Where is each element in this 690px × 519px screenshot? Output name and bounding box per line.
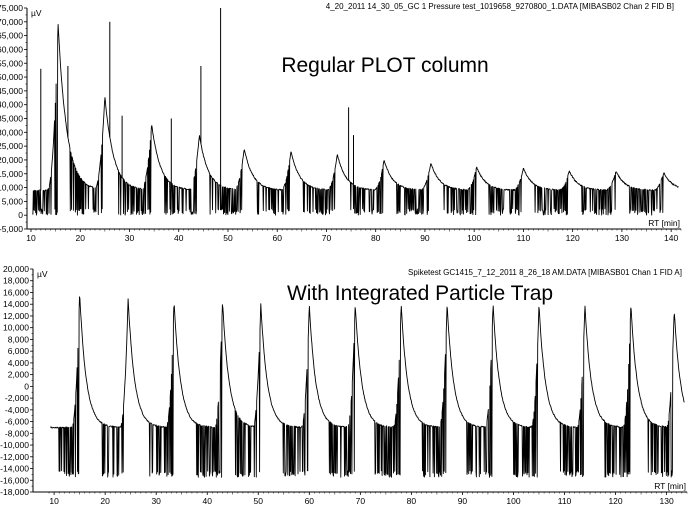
x-tick-label: 90	[458, 496, 468, 506]
x-tick-label: 130	[615, 233, 629, 243]
chart-panel-1: -5,000 0 5,000 10,000 15,000 20,000 25,000 30,0…	[0, 2, 682, 243]
y-tick-label: -2,000	[5, 393, 29, 403]
y-tick-label: 2,000	[8, 370, 30, 380]
y-tick-label: 16,000	[3, 287, 29, 297]
y-tick-label: 6,000	[8, 346, 30, 356]
x-tick-label: 80	[371, 233, 381, 243]
x-tick-label: 20	[100, 496, 110, 506]
y-tick-label: 10,000	[3, 323, 29, 333]
y-tick-label: -10,000	[0, 440, 29, 450]
y-tick-label: 12,000	[3, 311, 29, 321]
x-tick-label: 40	[202, 496, 212, 506]
y-tick-label: 5,000	[2, 196, 24, 206]
y-tick-label: -14,000	[0, 464, 29, 474]
y-tick-label: -12,000	[0, 452, 29, 462]
x-tick-label: 110	[517, 233, 531, 243]
x-axis-label: RT [min]	[654, 481, 686, 491]
x-tick-label: 50	[223, 233, 233, 243]
y-axis-unit-label: µV	[31, 8, 42, 18]
x-tick-label: 110	[558, 496, 572, 506]
chart-title: With Integrated Particle Trap	[287, 282, 553, 305]
y-tick-label: 45,000	[0, 86, 23, 96]
chart-panel-2: -18,000 -16,000-14,000 -12,000 -10,000 -8,00…	[0, 264, 688, 506]
y-tick-label: 30,000	[0, 127, 23, 137]
x-tick-label: 90	[420, 233, 430, 243]
x-tick-label: 120	[566, 233, 580, 243]
y-tick-label: 20,000	[0, 155, 23, 165]
x-tick-label: 10	[26, 233, 36, 243]
y-tick-label: -5,000	[0, 224, 23, 234]
file-header-label: 4_20_2011 14_30_05_GC 1 Pressure test_10…	[326, 2, 674, 11]
y-tick-label: 50,000	[0, 72, 23, 82]
x-tick-label: 130	[659, 496, 673, 506]
file-header-label: Spiketest GC1415_7_12_2011 8_26_18 AM.DA…	[408, 268, 682, 277]
y-tick-label: 10,000	[0, 183, 23, 193]
y-tick-label: -16,000	[0, 475, 29, 485]
y-tick-label: 14,000	[3, 299, 29, 309]
y-tick-label: 65,000	[0, 31, 23, 41]
x-tick-label: 50	[254, 496, 264, 506]
y-tick-label: -18,000	[0, 487, 29, 497]
y-tick-label: 70,000	[0, 17, 23, 27]
x-tick-label: 60	[272, 233, 282, 243]
x-axis-label: RT [min]	[648, 218, 680, 228]
x-tick-label: 10	[49, 496, 59, 506]
y-tick-label: 4,000	[8, 358, 30, 368]
x-tick-label: 30	[125, 233, 135, 243]
x-tick-label: 70	[356, 496, 366, 506]
y-tick-label: 60,000	[0, 44, 23, 54]
chromatogram-trace	[32, 23, 679, 216]
x-tick-label: 100	[467, 233, 481, 243]
x-tick-label: 40	[174, 233, 184, 243]
x-tick-label: 120	[608, 496, 622, 506]
x-tick-label: 140	[664, 233, 678, 243]
x-tick-label: 20	[76, 233, 86, 243]
y-tick-label: -8,000	[5, 428, 29, 438]
y-tick-label: 55,000	[0, 58, 23, 68]
y-tick-label: 18,000	[3, 276, 29, 286]
y-tick-label: 8,000	[8, 334, 30, 344]
y-tick-label: 75,000	[0, 3, 23, 13]
y-tick-label: 20,000	[3, 264, 29, 274]
x-tick-label: 80	[407, 496, 417, 506]
y-tick-label: 40,000	[0, 100, 23, 110]
y-tick-label: 0	[18, 210, 23, 220]
x-tick-label: 60	[305, 496, 315, 506]
chart-title: Regular PLOT column	[281, 54, 488, 77]
y-tick-label: 0	[24, 381, 29, 391]
x-tick-label: 70	[322, 233, 332, 243]
y-tick-label: 25,000	[0, 141, 23, 151]
chromatogram-trace	[50, 296, 685, 478]
x-tick-label: 30	[151, 496, 161, 506]
x-tick-label: 100	[506, 496, 520, 506]
y-tick-label: 35,000	[0, 114, 23, 124]
y-tick-label: -6,000	[5, 417, 29, 427]
y-axis-unit-label: µV	[37, 269, 48, 279]
y-tick-label: 15,000	[0, 169, 23, 179]
y-tick-label: -4,000	[5, 405, 29, 415]
